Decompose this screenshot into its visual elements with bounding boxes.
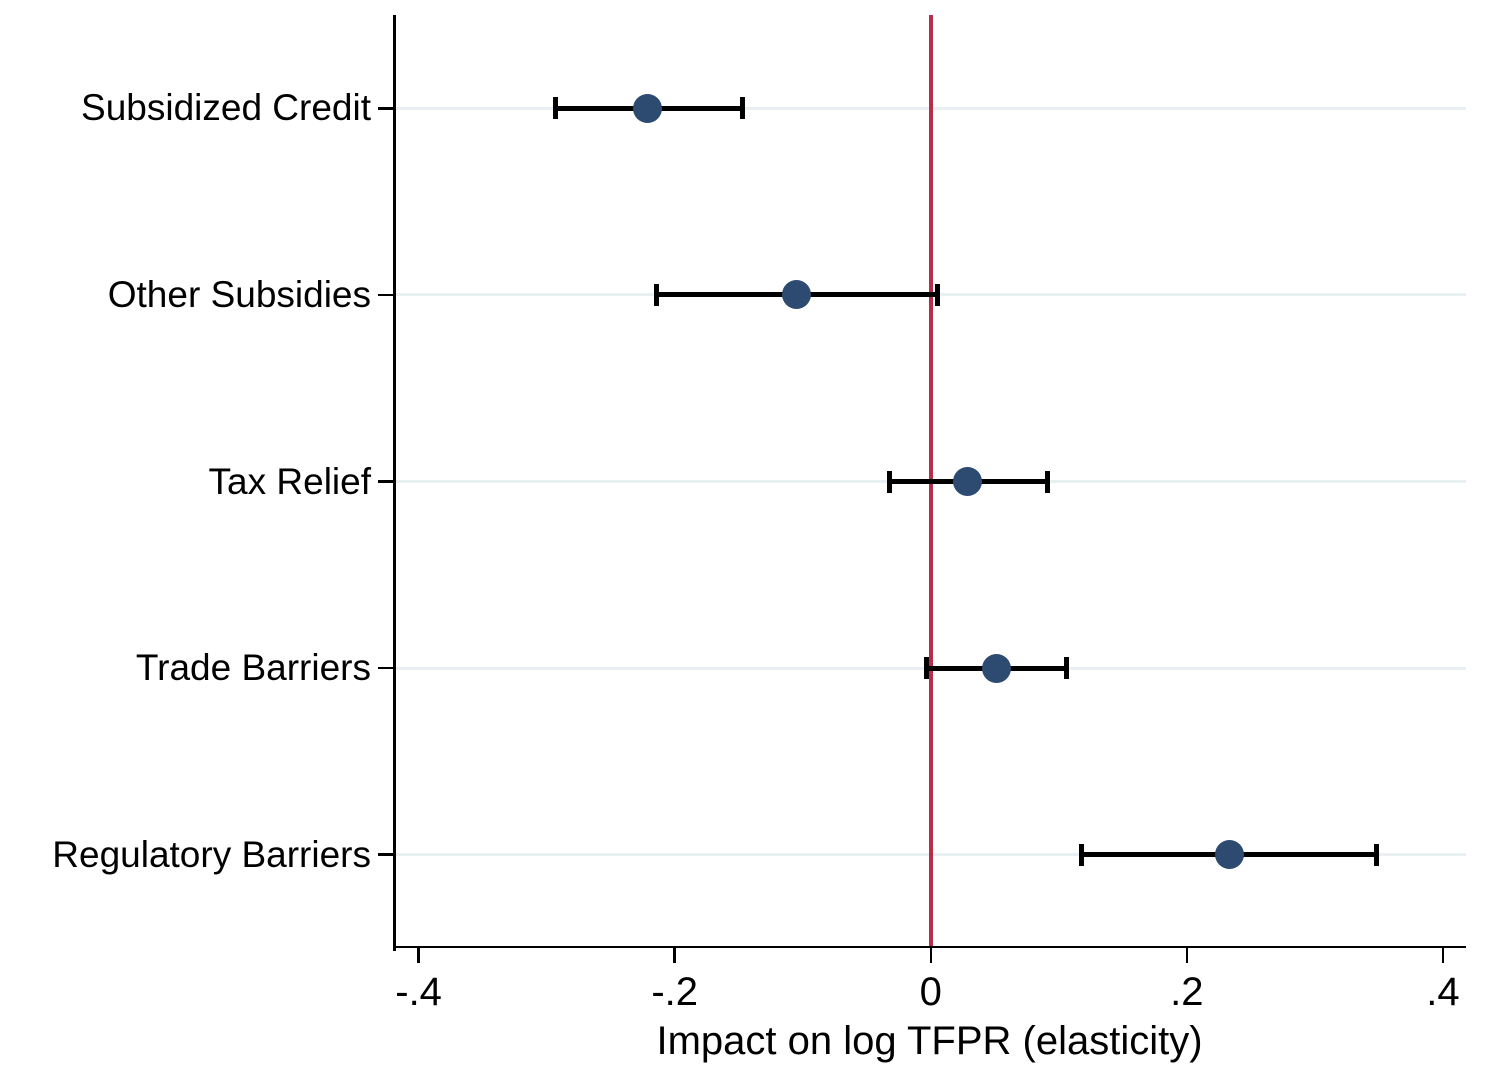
x-tick-label: -.2 [651,970,699,1014]
y-tick-mark [378,107,393,110]
point-estimate-marker [781,280,811,310]
ci-cap-left [1079,843,1085,866]
ci-cap-right [1064,657,1069,680]
ci-cap-left [553,97,559,120]
x-tick-mark [1441,948,1445,963]
y-tick-mark [378,853,393,856]
category-label: Trade Barriers [135,647,371,689]
point-estimate-marker [1214,840,1244,870]
ci-cap-right [740,97,746,120]
x-tick-label: .2 [1170,970,1204,1014]
x-tick-mark [673,948,676,963]
y-tick-mark [378,666,393,670]
ci-cap-left [887,470,893,493]
category-label: Subsidized Credit [81,87,371,129]
ci-cap-left [924,657,930,680]
y-axis-line [393,15,396,951]
x-axis-line [393,945,1466,948]
x-axis-title: Impact on log TFPR (elasticity) [656,1019,1203,1063]
category-label: Regulatory Barriers [52,833,371,875]
x-tick-mark [1185,948,1189,963]
ci-cap-right [1373,843,1379,866]
category-label: Tax Relief [208,460,371,502]
point-estimate-marker [633,93,663,123]
y-tick-mark [378,293,393,297]
x-tick-label: 0 [919,970,942,1014]
ci-cap-left [654,283,660,306]
point-estimate-marker [953,467,983,496]
point-estimate-marker [981,653,1011,683]
ci-cap-right [1044,470,1050,493]
y-tick-mark [378,480,393,483]
x-tick-mark [417,948,420,963]
category-label: Other Subsidies [107,273,371,315]
ci-cap-right [934,283,940,306]
x-tick-label: -.4 [395,970,442,1014]
x-tick-mark [929,948,933,963]
x-tick-label: .4 [1426,970,1460,1014]
